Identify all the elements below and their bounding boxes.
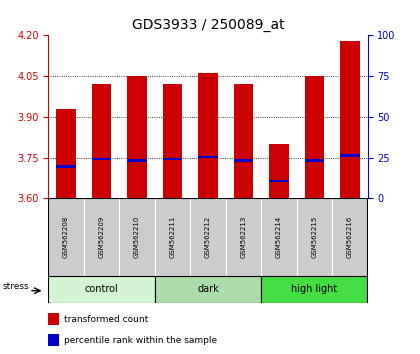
Bar: [190, 198, 226, 276]
Bar: [234, 159, 253, 161]
Bar: [92, 158, 111, 160]
Text: high light: high light: [291, 284, 337, 295]
Text: GSM562214: GSM562214: [276, 216, 282, 258]
Bar: [155, 198, 190, 276]
Bar: [198, 156, 218, 158]
Text: GSM562212: GSM562212: [205, 216, 211, 258]
Text: transformed count: transformed count: [64, 314, 149, 324]
Bar: [48, 313, 60, 325]
Bar: [198, 73, 218, 198]
Bar: [56, 109, 76, 198]
Bar: [92, 84, 111, 198]
Text: GSM562211: GSM562211: [169, 216, 176, 258]
Text: percentile rank within the sample: percentile rank within the sample: [64, 336, 218, 345]
Text: dark: dark: [197, 284, 219, 295]
Bar: [163, 84, 182, 198]
Bar: [234, 84, 253, 198]
Bar: [304, 159, 324, 162]
Bar: [340, 41, 360, 198]
Bar: [155, 276, 261, 303]
Bar: [297, 198, 332, 276]
Bar: [127, 159, 147, 162]
Title: GDS3933 / 250089_at: GDS3933 / 250089_at: [131, 18, 284, 32]
Text: GSM562210: GSM562210: [134, 216, 140, 258]
Bar: [84, 198, 119, 276]
Bar: [226, 198, 261, 276]
Text: GSM562213: GSM562213: [240, 216, 247, 258]
Bar: [261, 198, 297, 276]
Text: GSM562208: GSM562208: [63, 216, 69, 258]
Bar: [48, 276, 155, 303]
Bar: [304, 76, 324, 198]
Bar: [56, 165, 76, 167]
Bar: [48, 198, 84, 276]
Text: stress: stress: [3, 282, 29, 291]
Bar: [340, 154, 360, 157]
Text: GSM562216: GSM562216: [347, 216, 353, 258]
Bar: [269, 144, 289, 198]
Text: GSM562209: GSM562209: [99, 216, 105, 258]
Bar: [119, 198, 155, 276]
Bar: [127, 76, 147, 198]
Text: GSM562215: GSM562215: [311, 216, 317, 258]
Bar: [261, 276, 368, 303]
Bar: [269, 180, 289, 183]
Text: control: control: [84, 284, 118, 295]
Bar: [163, 158, 182, 160]
Bar: [48, 334, 60, 346]
Bar: [332, 198, 368, 276]
